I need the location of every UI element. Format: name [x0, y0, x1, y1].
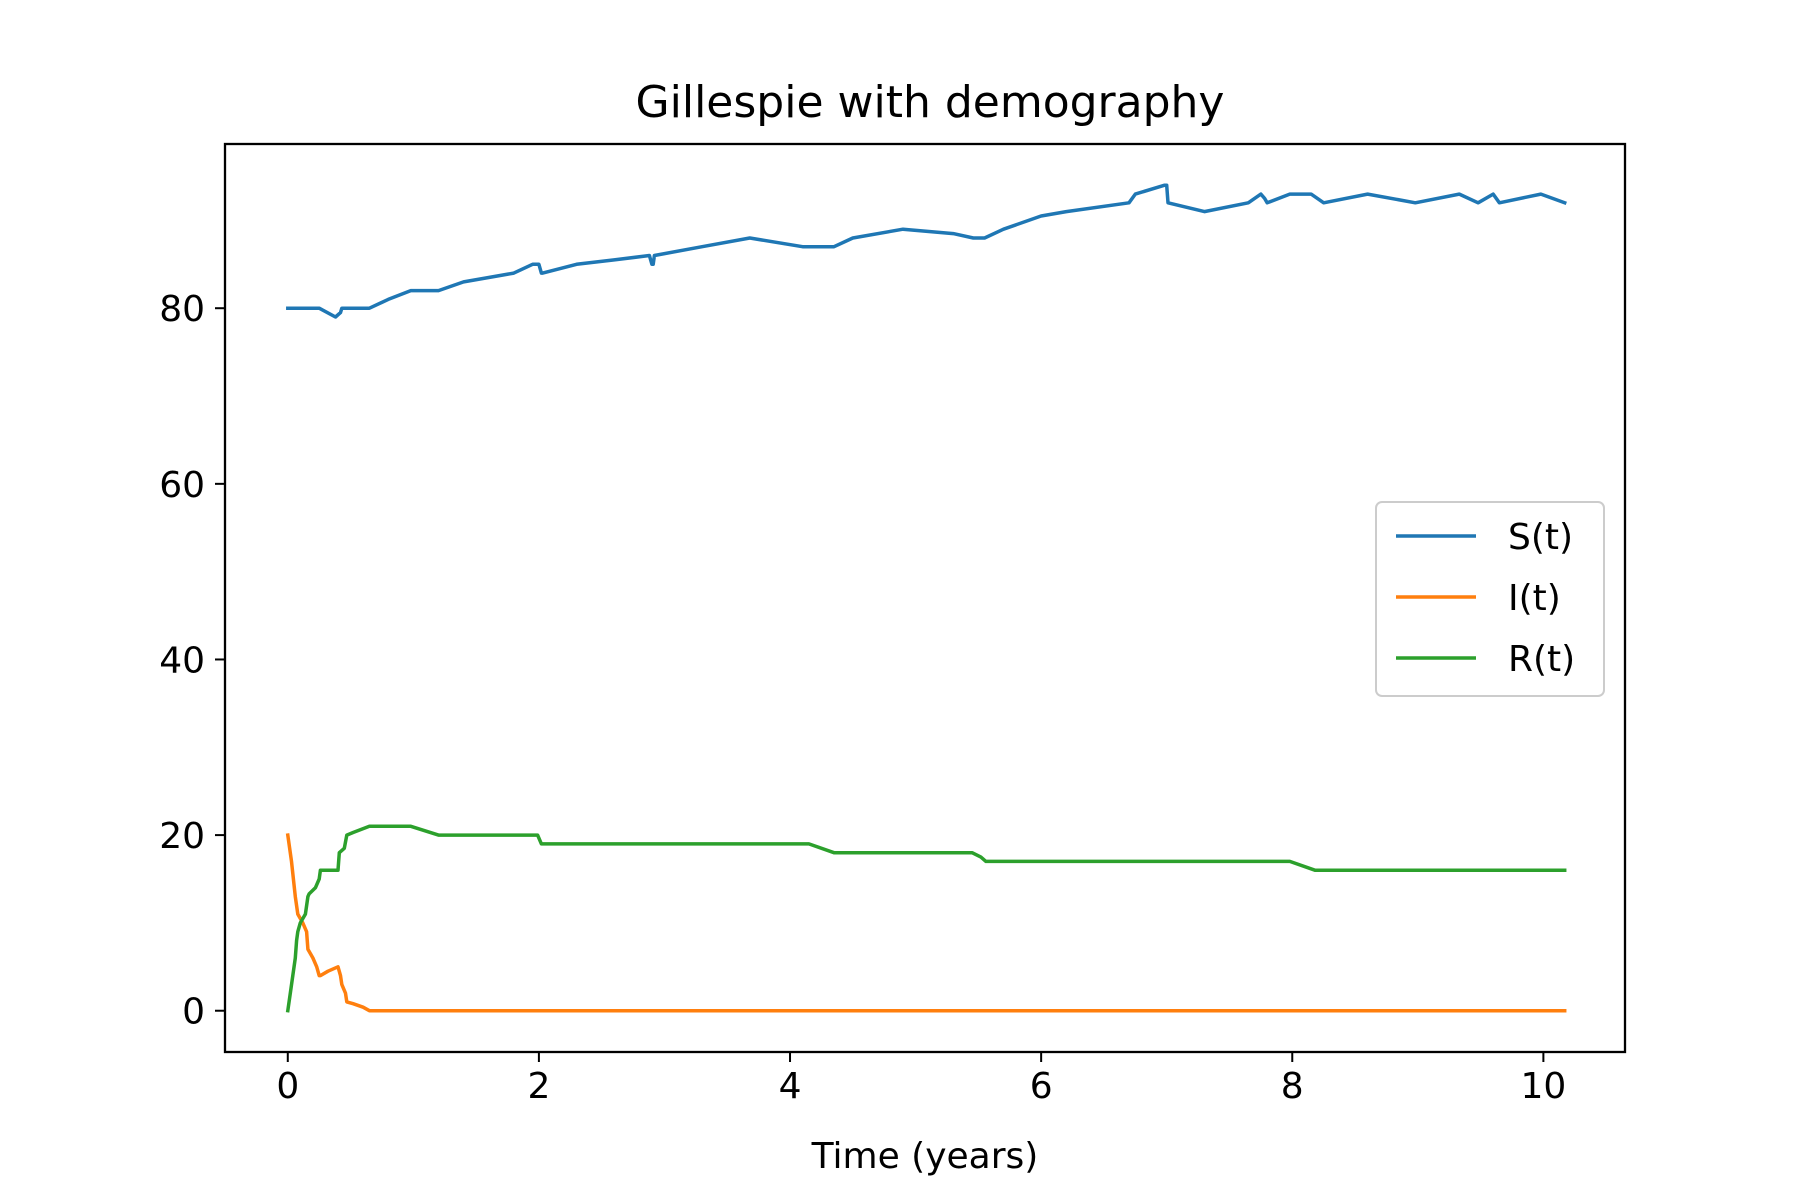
legend-label-i-t: I(t): [1508, 578, 1561, 619]
x-tick-label: 6: [1030, 1066, 1053, 1107]
chart-title: Gillespie with demography: [636, 77, 1225, 128]
x-tick-label: 0: [276, 1066, 299, 1107]
y-tick-label: 0: [182, 992, 205, 1033]
x-tick-label: 10: [1520, 1066, 1566, 1107]
x-tick-label: 8: [1281, 1066, 1304, 1107]
legend-items: S(t) I(t) R(t): [1396, 517, 1575, 680]
legend-label-s-t: S(t): [1508, 517, 1573, 558]
x-axis: 0 2 4 6 8 10: [276, 1052, 1566, 1107]
legend-box: [1375, 501, 1605, 697]
legend: S(t) I(t) R(t): [1375, 501, 1605, 697]
y-tick-label: 60: [159, 465, 205, 506]
y-tick-label: 40: [159, 640, 205, 681]
series-line-s-t: [286, 183, 1567, 319]
x-tick-label: 2: [527, 1066, 550, 1107]
y-axis: 0 20 40 60 80: [159, 289, 225, 1033]
series-line-r-t: [285, 824, 1567, 1013]
x-axis-label: Time (years): [811, 1136, 1039, 1177]
x-tick-label: 4: [779, 1066, 802, 1107]
legend-label-r-t: R(t): [1508, 639, 1575, 680]
y-tick-label: 80: [159, 289, 205, 330]
series-layer: [285, 183, 1567, 1013]
series-line-i-t: [285, 833, 1567, 1013]
y-tick-label: 20: [159, 816, 205, 857]
